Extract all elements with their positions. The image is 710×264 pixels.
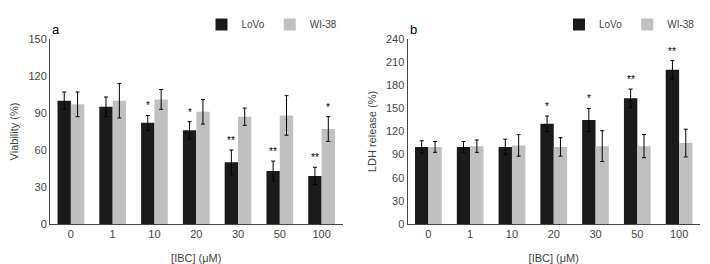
svg-text:**: ** bbox=[627, 74, 635, 85]
svg-text:*: * bbox=[326, 102, 330, 113]
svg-text:**: ** bbox=[668, 46, 676, 57]
svg-text:150: 150 bbox=[386, 102, 404, 114]
svg-text:**: ** bbox=[311, 152, 319, 163]
svg-text:0: 0 bbox=[425, 228, 431, 240]
svg-text:*: * bbox=[587, 93, 591, 104]
svg-text:30: 30 bbox=[392, 195, 404, 207]
svg-text:*: * bbox=[146, 100, 150, 111]
svg-text:1: 1 bbox=[467, 228, 473, 240]
svg-text:150: 150 bbox=[28, 33, 46, 45]
svg-text:90: 90 bbox=[392, 148, 404, 160]
svg-text:b: b bbox=[410, 22, 417, 37]
svg-text:20: 20 bbox=[548, 228, 560, 240]
svg-text:a: a bbox=[52, 22, 60, 37]
svg-text:WI-38: WI-38 bbox=[310, 19, 337, 30]
svg-text:10: 10 bbox=[148, 228, 160, 240]
svg-text:100: 100 bbox=[312, 228, 330, 240]
svg-text:[IBC] (μM): [IBC] (μM) bbox=[529, 252, 579, 264]
svg-text:180: 180 bbox=[386, 79, 404, 91]
svg-text:*: * bbox=[545, 101, 549, 112]
svg-text:50: 50 bbox=[631, 228, 643, 240]
svg-text:WI-38: WI-38 bbox=[667, 19, 694, 30]
svg-text:LDH release (%): LDH release (%) bbox=[366, 91, 378, 172]
svg-text:30: 30 bbox=[232, 228, 244, 240]
svg-text:*: * bbox=[188, 107, 192, 118]
svg-text:50: 50 bbox=[274, 228, 286, 240]
svg-text:10: 10 bbox=[506, 228, 518, 240]
svg-text:210: 210 bbox=[386, 56, 404, 68]
svg-text:20: 20 bbox=[190, 228, 202, 240]
svg-text:100: 100 bbox=[670, 228, 688, 240]
svg-text:LoVo: LoVo bbox=[599, 19, 622, 30]
svg-text:0: 0 bbox=[398, 218, 404, 230]
svg-text:[IBC] (μM): [IBC] (μM) bbox=[171, 252, 221, 264]
svg-text:30: 30 bbox=[589, 228, 601, 240]
svg-text:90: 90 bbox=[35, 107, 47, 119]
svg-text:LoVo: LoVo bbox=[242, 19, 265, 30]
svg-text:**: ** bbox=[227, 135, 235, 146]
svg-text:**: ** bbox=[269, 146, 277, 157]
svg-text:30: 30 bbox=[35, 181, 47, 193]
svg-text:240: 240 bbox=[386, 33, 404, 45]
svg-text:120: 120 bbox=[386, 125, 404, 137]
svg-text:Viability (%): Viability (%) bbox=[8, 103, 20, 161]
svg-text:60: 60 bbox=[392, 172, 404, 184]
svg-text:1: 1 bbox=[110, 228, 116, 240]
svg-text:0: 0 bbox=[68, 228, 74, 240]
svg-text:120: 120 bbox=[28, 70, 46, 82]
svg-text:60: 60 bbox=[35, 144, 47, 156]
svg-text:0: 0 bbox=[41, 218, 47, 230]
